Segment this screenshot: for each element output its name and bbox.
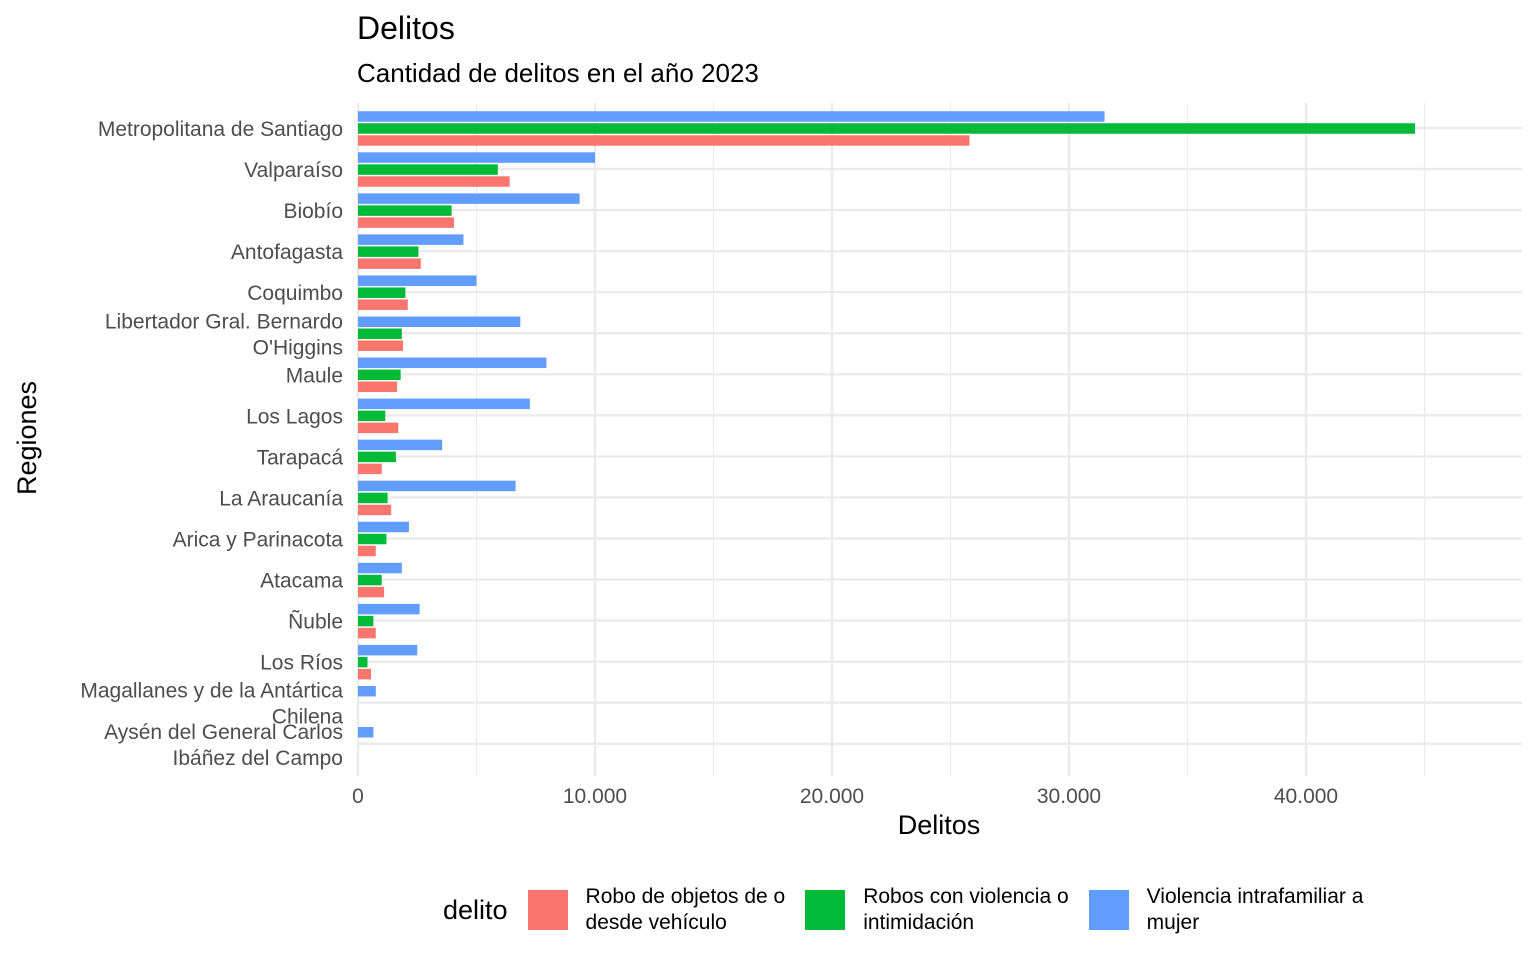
x-axis-title: Delitos — [898, 810, 981, 840]
bar-violencia-intrafamiliar-a-mujer-1 — [358, 152, 595, 163]
y-tick-label: Valparaíso — [244, 159, 343, 182]
bar-robos-con-violencia-o-intimidaci-n-0 — [358, 123, 1416, 134]
bar-violencia-intrafamiliar-a-mujer-5 — [358, 316, 521, 327]
bar-robo-de-objetos-de-o-desde-veh-culo-7 — [358, 422, 399, 434]
legend: delito Robo de objetos de o desde vehícu… — [443, 880, 1383, 940]
x-tick-label: 10.000 — [563, 785, 627, 808]
bar-robo-de-objetos-de-o-desde-veh-culo-9 — [358, 504, 392, 516]
bar-robos-con-violencia-o-intimidaci-n-5 — [358, 328, 402, 339]
legend-key-robo-vehiculo — [527, 890, 568, 930]
y-tick-label: Metropolitana de Santiago — [98, 118, 343, 141]
chart-subtitle: Cantidad de delitos en el año 2023 — [357, 58, 759, 88]
legend-key-violencia-intrafamiliar — [1088, 890, 1129, 930]
bar-violencia-intrafamiliar-a-mujer-12 — [358, 603, 420, 615]
bar-violencia-intrafamiliar-a-mujer-0 — [358, 111, 1105, 122]
bar-robos-con-violencia-o-intimidaci-n-6 — [358, 369, 401, 381]
bar-violencia-intrafamiliar-a-mujer-8 — [358, 439, 443, 451]
y-tick-label: Arica y Parinacota — [173, 529, 344, 552]
bar-robo-de-objetos-de-o-desde-veh-culo-4 — [358, 299, 408, 310]
chart-title: Delitos — [357, 10, 455, 46]
x-tick-label: 20.000 — [800, 785, 864, 808]
x-tick-label: 40.000 — [1274, 785, 1338, 808]
bar-robo-de-objetos-de-o-desde-veh-culo-11 — [358, 586, 385, 598]
y-tick-label: Ñuble — [288, 610, 343, 634]
bar-robos-con-violencia-o-intimidaci-n-1 — [358, 164, 498, 175]
bar-robos-con-violencia-o-intimidaci-n-12 — [358, 615, 374, 627]
y-tick-label: Los Lagos — [246, 405, 343, 428]
y-tick-label: Biobío — [283, 200, 343, 223]
bar-violencia-intrafamiliar-a-mujer-14 — [358, 685, 376, 697]
y-tick-label: Maule — [286, 364, 343, 387]
bar-robo-de-objetos-de-o-desde-veh-culo-8 — [358, 463, 382, 475]
y-tick-label: Libertador Gral. Bernardo — [105, 310, 343, 333]
bar-robo-de-objetos-de-o-desde-veh-culo-12 — [358, 627, 376, 639]
bar-violencia-intrafamiliar-a-mujer-11 — [358, 562, 402, 574]
legend-key-robos-violencia — [805, 890, 846, 930]
legend-item-robo-vehiculo: Robo de objetos de o desde vehículo — [527, 884, 786, 936]
bar-violencia-intrafamiliar-a-mujer-4 — [358, 275, 477, 286]
bar-robo-de-objetos-de-o-desde-veh-culo-10 — [358, 545, 376, 557]
bar-robo-de-objetos-de-o-desde-veh-culo-0 — [358, 135, 970, 146]
bar-robo-de-objetos-de-o-desde-veh-culo-2 — [358, 217, 454, 228]
y-tick-label: Chilena — [272, 706, 344, 729]
y-tick-label: Atacama — [260, 570, 343, 593]
bar-violencia-intrafamiliar-a-mujer-7 — [358, 398, 530, 410]
x-tick-label: 0 — [352, 785, 364, 808]
bar-robos-con-violencia-o-intimidaci-n-7 — [358, 410, 386, 422]
y-tick-label: Ibáñez del Campo — [173, 747, 343, 770]
bar-robo-de-objetos-de-o-desde-veh-culo-13 — [358, 668, 372, 680]
bar-robos-con-violencia-o-intimidaci-n-13 — [358, 656, 368, 668]
legend-title: delito — [443, 894, 508, 925]
bar-violencia-intrafamiliar-a-mujer-10 — [358, 521, 409, 533]
legend-label-robos-violencia: Robos con violencia o intimidación — [863, 885, 1069, 934]
bar-robo-de-objetos-de-o-desde-veh-culo-5 — [358, 340, 404, 351]
bar-robo-de-objetos-de-o-desde-veh-culo-6 — [358, 381, 398, 393]
bar-violencia-intrafamiliar-a-mujer-15 — [358, 727, 374, 738]
bar-robo-de-objetos-de-o-desde-veh-culo-1 — [358, 176, 510, 187]
y-tick-label: Antofagasta — [231, 241, 343, 264]
legend-item-robos-violencia: Robos con violencia o intimidación — [805, 884, 1069, 936]
bar-robos-con-violencia-o-intimidaci-n-2 — [358, 205, 452, 216]
y-tick-label: Tarapacá — [257, 446, 344, 469]
bar-robos-con-violencia-o-intimidaci-n-8 — [358, 451, 396, 463]
bar-robos-con-violencia-o-intimidaci-n-9 — [358, 492, 388, 504]
legend-label-robo-vehiculo: Robo de objetos de o desde vehículo — [585, 885, 786, 934]
bar-violencia-intrafamiliar-a-mujer-13 — [358, 644, 418, 656]
y-tick-label: O'Higgins — [253, 336, 343, 359]
bar-violencia-intrafamiliar-a-mujer-3 — [358, 234, 464, 245]
y-tick-label: Los Ríos — [260, 652, 343, 675]
y-axis-title: Regiones — [12, 381, 42, 495]
legend-label-violencia-intrafamiliar: Violencia intrafamiliar a mujer — [1146, 885, 1364, 934]
bar-robos-con-violencia-o-intimidaci-n-3 — [358, 246, 419, 257]
y-tick-label: Aysén del General Carlos — [104, 721, 343, 744]
bar-robo-de-objetos-de-o-desde-veh-culo-3 — [358, 258, 421, 269]
y-tick-label: La Araucanía — [219, 487, 343, 510]
y-tick-label: Magallanes y de la Antártica — [80, 680, 343, 703]
y-tick-label: Coquimbo — [247, 282, 343, 305]
bar-violencia-intrafamiliar-a-mujer-6 — [358, 357, 547, 369]
bar-robos-con-violencia-o-intimidaci-n-10 — [358, 533, 387, 545]
bar-violencia-intrafamiliar-a-mujer-2 — [358, 193, 580, 204]
bar-robos-con-violencia-o-intimidaci-n-11 — [358, 574, 382, 586]
legend-item-violencia-intrafamiliar: Violencia intrafamiliar a mujer — [1088, 884, 1364, 936]
x-tick-label: 30.000 — [1037, 785, 1101, 808]
bar-violencia-intrafamiliar-a-mujer-9 — [358, 480, 516, 492]
bar-robos-con-violencia-o-intimidaci-n-4 — [358, 287, 406, 298]
